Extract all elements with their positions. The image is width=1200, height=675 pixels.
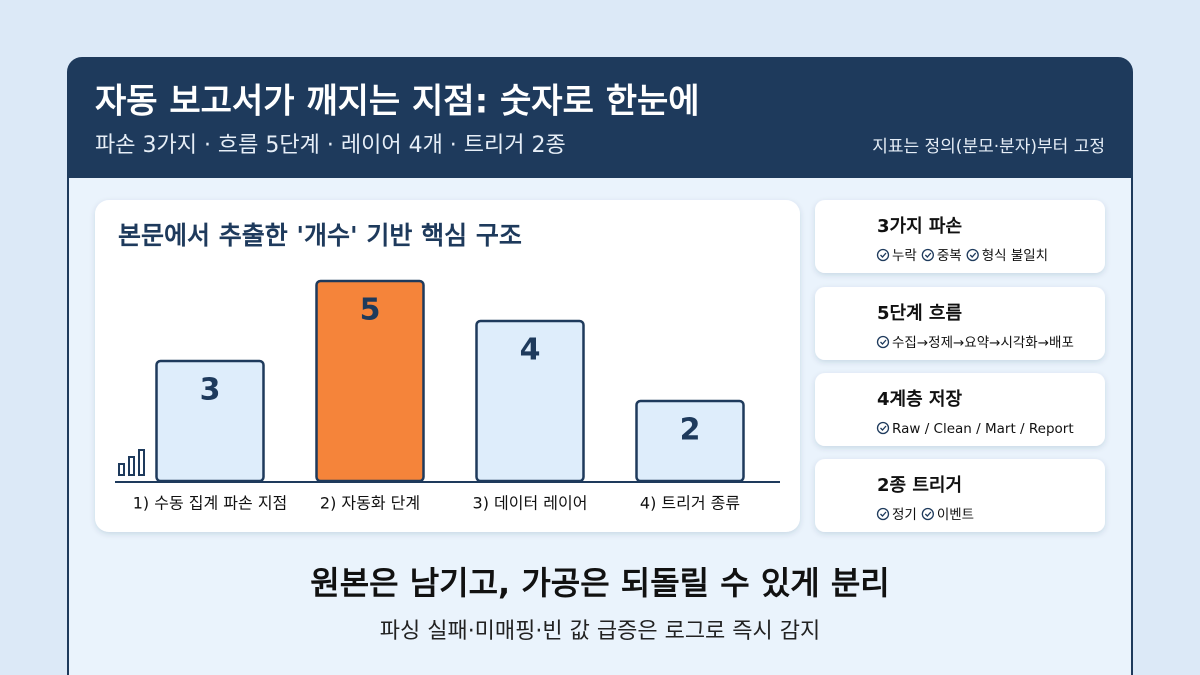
info-card: [815, 373, 1105, 446]
info-card: [815, 459, 1105, 532]
bar-value: 4: [520, 333, 541, 368]
card-title: 3가지 파손: [877, 216, 962, 237]
footer-subline: 파싱 실패·미매핑·빈 값 급증은 로그로 즉시 감지: [380, 619, 821, 644]
check-mark: [924, 252, 932, 258]
info-card: [815, 200, 1105, 273]
bar-value: 5: [360, 293, 381, 328]
bar-value: 2: [680, 413, 701, 448]
check-icon: [876, 421, 890, 435]
footer-headline: 원본은 남기고, 가공은 되돌릴 수 있게 분리: [310, 564, 889, 602]
check-icon: [921, 507, 934, 521]
card-title: 5단계 흐름: [877, 303, 962, 324]
card-title: 4계층 저장: [877, 389, 962, 410]
bar: [475, 319, 585, 483]
note: 지표는 정의(분모·분자)부터 고정: [872, 137, 1105, 157]
check-mark: [880, 339, 887, 345]
category-label: 2) 자동화 단계: [320, 494, 420, 513]
title: 자동 보고서가 깨지는 지점: 숫자로 한눈에: [95, 82, 700, 122]
card-item: 정기: [892, 507, 917, 523]
chart-card: [95, 200, 800, 532]
card-item: 이벤트: [937, 507, 974, 523]
bar: [635, 399, 745, 483]
bar: [315, 279, 425, 483]
card-item: 수집→정제→요약→시각화→배포: [892, 335, 1074, 351]
chart-title: 본문에서 추출한 '개수' 기반 핵심 구조: [118, 221, 522, 250]
check-icon: [876, 248, 890, 262]
card-item: 형식 불일치: [982, 248, 1048, 264]
check-icon: [966, 248, 979, 262]
category-label: 1) 수동 집계 파손 지점: [133, 494, 288, 513]
category-label: 3) 데이터 레이어: [473, 494, 588, 513]
subtitle: 파손 3가지 · 흐름 5단계 · 레이어 4개 · 트리거 2종: [95, 133, 566, 158]
check-mark: [969, 252, 977, 258]
header-bar: [68, 58, 1132, 178]
check-mark: [924, 511, 932, 517]
card-item: 중복: [937, 248, 962, 264]
signal-icon: [118, 449, 145, 476]
check-mark: [880, 252, 887, 258]
check-mark: [880, 425, 887, 431]
category-label: 4) 트리거 종류: [640, 494, 740, 513]
bar-value: 3: [200, 373, 221, 408]
check-icon: [921, 248, 934, 262]
check-icon: [876, 335, 890, 349]
card-title: 2종 트리거: [877, 475, 962, 496]
card-item: Raw / Clean / Mart / Report: [892, 421, 1074, 437]
bar: [155, 359, 265, 483]
card-item: 누락: [892, 248, 917, 264]
check-mark: [880, 511, 887, 517]
info-card: [815, 287, 1105, 360]
check-icon: [876, 507, 890, 521]
